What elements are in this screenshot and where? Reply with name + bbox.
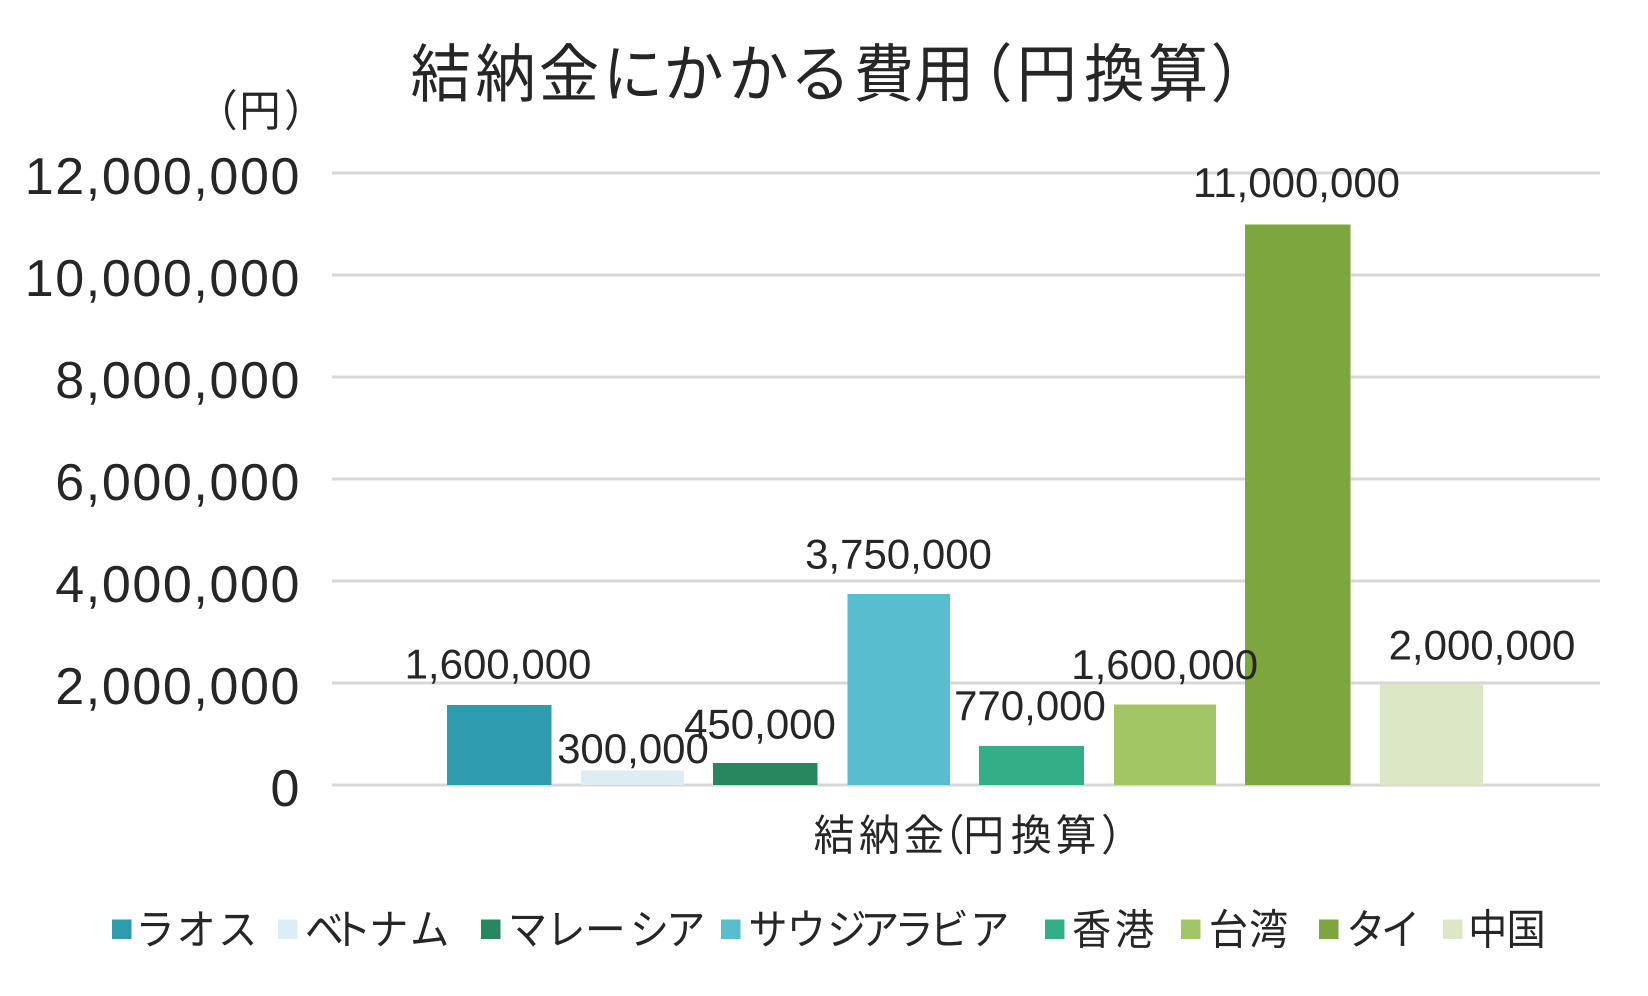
svg-text:11,000,000: 11,000,000 xyxy=(1193,159,1400,206)
svg-text:1,600,000: 1,600,000 xyxy=(405,641,592,688)
svg-text:12,000,000: 12,000,000 xyxy=(25,148,301,206)
svg-text:1,600,000: 1,600,000 xyxy=(1071,641,1258,688)
svg-text:300,000: 300,000 xyxy=(557,725,709,772)
svg-text:450,000: 450,000 xyxy=(684,701,836,748)
svg-text:770,000: 770,000 xyxy=(954,682,1106,729)
svg-text:8,000,000: 8,000,000 xyxy=(55,352,301,410)
svg-text:2,000,000: 2,000,000 xyxy=(55,658,301,716)
svg-text:3,750,000: 3,750,000 xyxy=(805,531,992,578)
svg-text:0: 0 xyxy=(270,760,301,818)
svg-text:6,000,000: 6,000,000 xyxy=(55,454,301,512)
svg-text:4,000,000: 4,000,000 xyxy=(55,556,301,614)
svg-text:10,000,000: 10,000,000 xyxy=(25,250,301,308)
svg-text:2,000,000: 2,000,000 xyxy=(1389,622,1576,669)
